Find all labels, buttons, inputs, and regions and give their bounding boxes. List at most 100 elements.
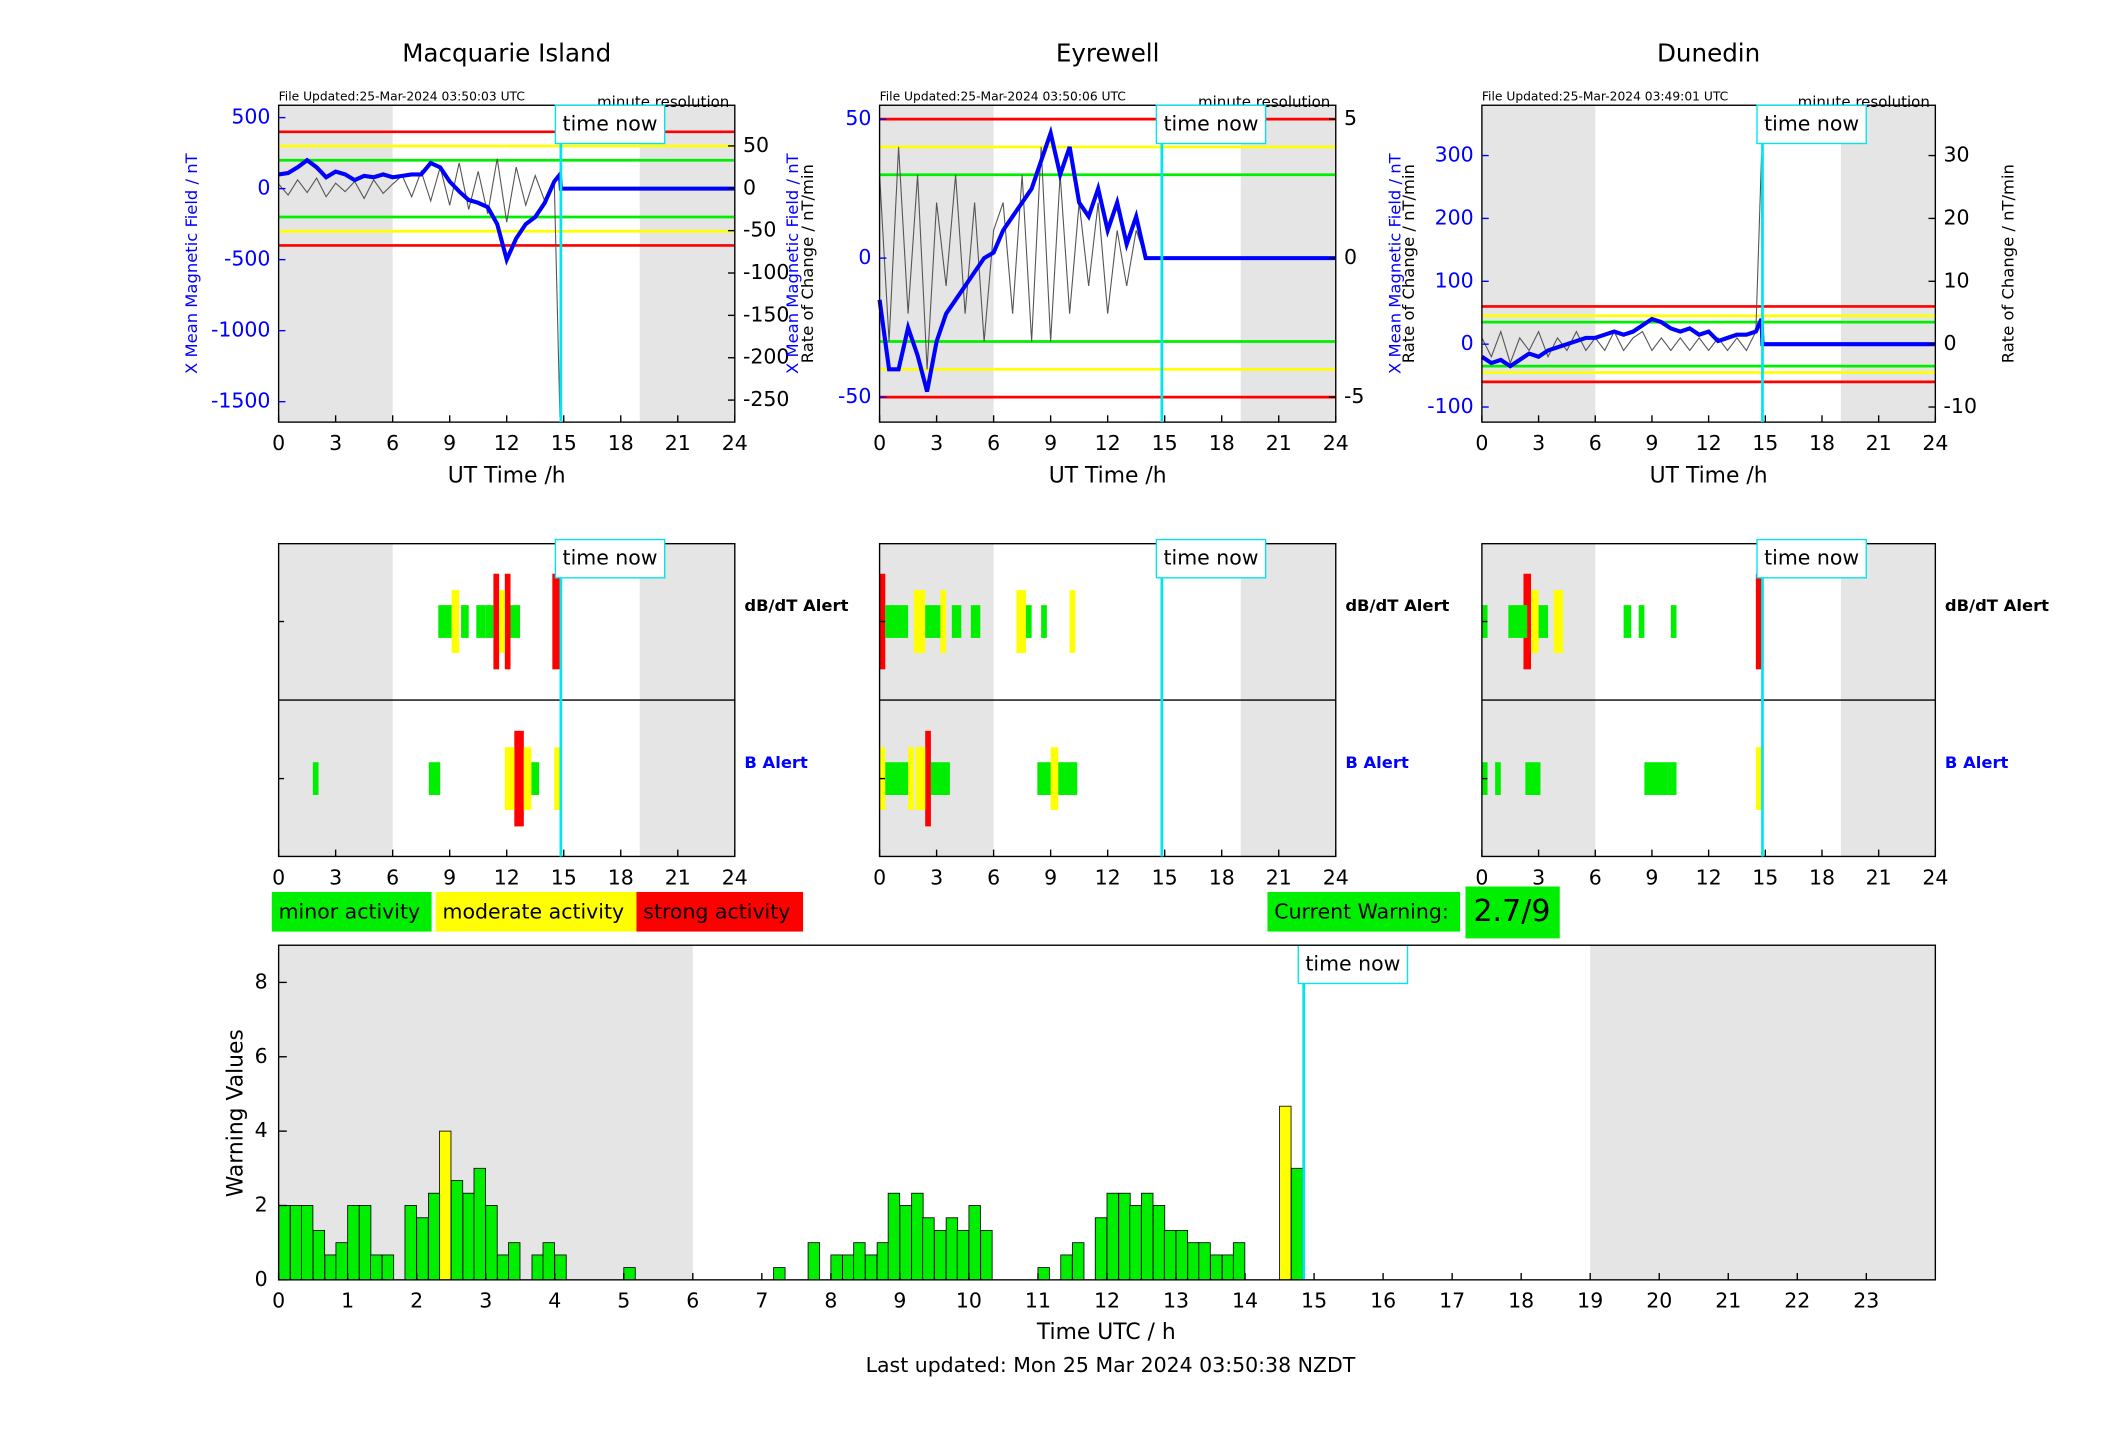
alert-segment xyxy=(1670,605,1677,638)
alert-segment xyxy=(451,590,460,653)
alert-segment xyxy=(523,747,532,811)
row-label: B Alert xyxy=(1345,753,1409,772)
x-tick-label: 12 xyxy=(1095,865,1121,889)
x-tick-label: 12 xyxy=(494,865,520,889)
x-tick-label: 24 xyxy=(1922,431,1948,455)
bar xyxy=(554,1254,567,1281)
x-tick-label: 18 xyxy=(608,865,634,889)
alert-segment xyxy=(514,730,524,827)
bar xyxy=(278,1205,291,1281)
alert-segment xyxy=(1644,762,1668,795)
x-tick-label: 24 xyxy=(1323,865,1349,889)
series-line xyxy=(278,158,562,418)
bar xyxy=(864,1254,878,1281)
y2-tick-label: 10 xyxy=(1944,268,1970,292)
bar xyxy=(899,1205,912,1281)
file-updated: File Updated:25-Mar-2024 03:50:06 UTC xyxy=(880,90,1126,104)
warning-value: 2.7/9 xyxy=(1473,894,1550,929)
series-line xyxy=(877,125,1336,393)
y-tick-label: 50 xyxy=(845,106,871,130)
y-tick-label: 6 xyxy=(255,1044,268,1068)
y2-tick-label: 0 xyxy=(1944,331,1957,355)
x-tick-label: 9 xyxy=(443,865,456,889)
y-tick-label: 4 xyxy=(255,1118,268,1142)
alert-segment xyxy=(925,605,941,638)
legend-label: strong activity xyxy=(643,899,790,923)
y2-tick-label: 20 xyxy=(1944,205,1970,229)
x-tick-label: 21 xyxy=(665,431,691,455)
x-tick-label: 20 xyxy=(1646,1289,1672,1313)
bar xyxy=(1175,1229,1188,1281)
alert-segment xyxy=(1037,762,1051,795)
bar xyxy=(934,1229,947,1281)
x-tick-label: 6 xyxy=(686,1289,699,1313)
x-tick-label: 9 xyxy=(443,431,456,455)
bar xyxy=(370,1254,383,1281)
alert-segment xyxy=(1531,590,1539,653)
alert-segment xyxy=(504,573,511,670)
x-tick-label: 12 xyxy=(1095,431,1121,455)
bar xyxy=(887,1192,901,1281)
x-tick-label: 9 xyxy=(1645,865,1658,889)
y-tick-label: 0 xyxy=(257,176,270,200)
chart-title: Macquarie Island xyxy=(402,39,611,68)
bar xyxy=(485,1205,498,1281)
bar xyxy=(1152,1205,1166,1281)
series-line xyxy=(879,146,1147,370)
bar xyxy=(1221,1254,1235,1281)
bar xyxy=(531,1254,544,1281)
y-axis-label: X Mean Magnetic Field / nT xyxy=(182,152,201,374)
x-tick-label: 18 xyxy=(1508,1289,1534,1313)
series-line xyxy=(1480,316,1936,369)
x-tick-label: 15 xyxy=(551,431,577,455)
bar xyxy=(462,1192,475,1281)
bar xyxy=(347,1205,360,1281)
x-tick-label: 9 xyxy=(1044,865,1057,889)
legend-label: moderate activity xyxy=(443,899,625,923)
x-tick-label: 3 xyxy=(479,1289,492,1313)
y-tick-label: 300 xyxy=(1435,143,1474,167)
alert-segment xyxy=(1041,605,1047,638)
x-tick-label: 9 xyxy=(893,1289,906,1313)
y-axis-label: Warning Values xyxy=(223,1029,248,1197)
alert-segment xyxy=(885,762,909,795)
legend-swatch xyxy=(636,891,804,932)
night-shade xyxy=(278,105,393,423)
time-now-label: time now xyxy=(1764,546,1859,570)
y2-tick-label: -5 xyxy=(1344,384,1364,408)
x-tick-label: 15 xyxy=(551,865,577,889)
alert-segment xyxy=(925,730,931,827)
bar xyxy=(842,1254,855,1281)
alert-segment xyxy=(552,573,560,670)
x-tick-label: 15 xyxy=(1152,865,1178,889)
x-tick-label: 0 xyxy=(873,865,886,889)
alert-segment xyxy=(1667,762,1677,795)
x-tick-label: 12 xyxy=(1094,1289,1120,1313)
bar xyxy=(312,1229,326,1281)
bar xyxy=(358,1205,372,1281)
alert-segment xyxy=(908,747,914,811)
x-tick-label: 12 xyxy=(1696,431,1722,455)
x-tick-label: 3 xyxy=(930,431,943,455)
bar xyxy=(289,1205,303,1281)
y2-tick-label: -10 xyxy=(1944,394,1977,418)
x-tick-label: 18 xyxy=(1209,431,1235,455)
x-tick-label: 16 xyxy=(1370,1289,1396,1313)
bar xyxy=(416,1217,429,1281)
x-tick-label: 0 xyxy=(272,1289,285,1313)
warning-label: Current Warning: xyxy=(1274,899,1448,923)
x-axis-label: UT Time /h xyxy=(1049,464,1167,489)
bar xyxy=(1290,1167,1304,1281)
x-tick-label: 17 xyxy=(1439,1289,1465,1313)
alert-segment xyxy=(1755,573,1762,670)
bar xyxy=(830,1254,843,1281)
y-tick-label: 0 xyxy=(858,245,871,269)
x-tick-label: 21 xyxy=(1266,865,1292,889)
x-tick-label: 6 xyxy=(987,431,1000,455)
y-tick-label: 100 xyxy=(1435,268,1474,292)
night-shade xyxy=(1590,945,1936,1280)
x-axis-label: Time UTC / h xyxy=(1036,1320,1176,1345)
x-tick-label: 21 xyxy=(665,865,691,889)
bar xyxy=(1210,1254,1223,1281)
